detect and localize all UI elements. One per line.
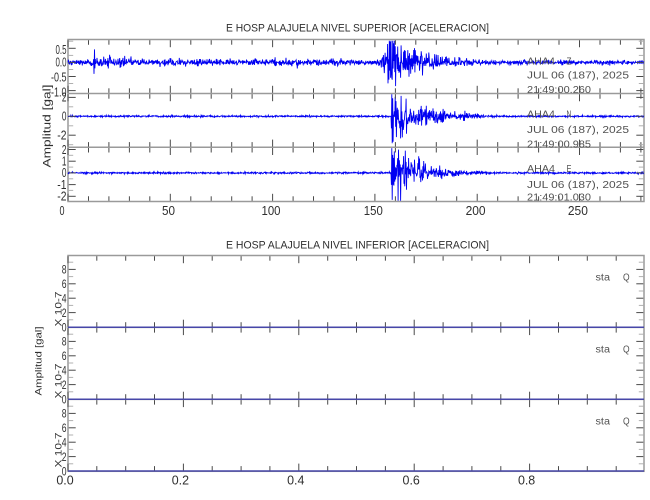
svg-text:sta: sta — [596, 273, 611, 284]
svg-text:sta: sta — [596, 345, 611, 356]
svg-text:4: 4 — [62, 292, 67, 306]
svg-text:0.5: 0.5 — [56, 43, 67, 57]
svg-text:250: 250 — [568, 204, 588, 218]
svg-text:0.6: 0.6 — [403, 474, 420, 488]
svg-text:N: N — [567, 109, 572, 120]
svg-text:0.4: 0.4 — [287, 474, 304, 488]
svg-text:Z: Z — [567, 57, 572, 68]
svg-text:4: 4 — [62, 364, 67, 378]
svg-text:6: 6 — [62, 421, 67, 435]
svg-text:21:49:00.260: 21:49:00.260 — [527, 85, 591, 96]
svg-text:JUL 06 (187), 2025: JUL 06 (187), 2025 — [527, 180, 630, 191]
svg-text:0: 0 — [60, 204, 65, 218]
svg-text:150: 150 — [364, 204, 383, 218]
svg-text:AHA4: AHA4 — [527, 109, 555, 120]
svg-text:E: E — [567, 164, 572, 175]
svg-text:Q: Q — [623, 345, 630, 356]
svg-text:0.8: 0.8 — [518, 474, 535, 488]
svg-text:0.2: 0.2 — [172, 474, 189, 488]
svg-text:X 10-7: X 10-7 — [54, 364, 65, 399]
svg-text:Q: Q — [623, 417, 630, 428]
svg-text:sta: sta — [596, 417, 611, 428]
svg-text:E HOSP ALAJUELA NIVEL INFERIOR: E HOSP ALAJUELA NIVEL INFERIOR [ACELERAC… — [226, 240, 489, 252]
svg-text:0: 0 — [62, 464, 67, 478]
svg-text:8: 8 — [62, 263, 67, 277]
svg-text:-0.5: -0.5 — [51, 70, 67, 84]
svg-text:4: 4 — [62, 436, 67, 450]
svg-text:-1.0: -1.0 — [51, 85, 67, 99]
svg-text:X 10-7: X 10-7 — [54, 433, 65, 468]
svg-text:-2: -2 — [57, 190, 66, 204]
svg-text:1: 1 — [62, 155, 67, 169]
svg-text:0: 0 — [62, 166, 67, 180]
svg-text:-1: -1 — [57, 178, 66, 192]
svg-text:Amplitud [gal]: Amplitud [gal] — [42, 85, 54, 168]
svg-text:6: 6 — [62, 349, 67, 363]
svg-text:8: 8 — [62, 335, 67, 349]
svg-text:0: 0 — [62, 110, 67, 124]
svg-text:0: 0 — [62, 320, 67, 334]
svg-text:Amplitud [gal]: Amplitud [gal] — [34, 327, 45, 396]
svg-text:6: 6 — [62, 277, 67, 291]
svg-text:E HOSP ALAJUELA NIVEL SUPERIOR: E HOSP ALAJUELA NIVEL SUPERIOR [ACELERAC… — [226, 23, 489, 35]
svg-text:8: 8 — [62, 407, 67, 421]
svg-text:2: 2 — [62, 143, 67, 157]
svg-text:0.0: 0.0 — [56, 56, 67, 70]
svg-text:0: 0 — [62, 392, 67, 406]
svg-text:Q: Q — [623, 273, 630, 284]
svg-text:0.0: 0.0 — [56, 474, 73, 488]
svg-text:50: 50 — [162, 204, 175, 218]
svg-text:AHA4: AHA4 — [527, 57, 555, 68]
svg-text:2: 2 — [62, 378, 67, 392]
svg-text:2: 2 — [62, 91, 67, 105]
svg-text:200: 200 — [466, 204, 486, 218]
svg-text:21:49:01.030: 21:49:01.030 — [527, 192, 591, 203]
svg-text:2: 2 — [62, 306, 67, 320]
svg-text:100: 100 — [262, 204, 281, 218]
svg-text:X 10-7: X 10-7 — [54, 292, 65, 327]
svg-text:JUL 06 (187), 2025: JUL 06 (187), 2025 — [527, 71, 630, 82]
svg-text:21:49:00.985: 21:49:00.985 — [527, 140, 591, 151]
svg-text:-2: -2 — [57, 129, 66, 143]
svg-text:JUL 06 (187), 2025: JUL 06 (187), 2025 — [527, 125, 630, 136]
svg-text:AHA4: AHA4 — [527, 164, 555, 175]
svg-text:2: 2 — [62, 450, 67, 464]
